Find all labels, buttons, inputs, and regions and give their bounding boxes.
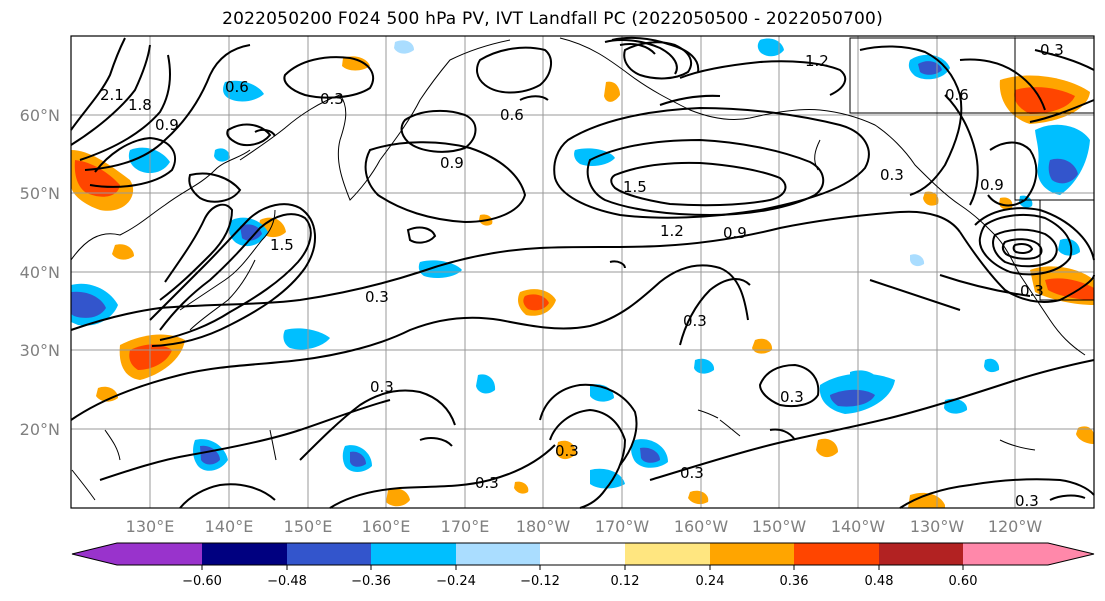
contour-label: 0.6 [945,86,969,104]
contour-label: 0.9 [723,224,747,242]
pv-contours [70,36,1095,509]
lat-label: 20°N [20,420,60,439]
lon-label: 170°W [595,517,650,536]
contour-label: 1.8 [128,96,152,114]
map-title: 2022050200 F024 500 hPa PV, IVT Landfall… [222,9,883,29]
contour-label: 0.3 [1015,492,1039,510]
negative-anomaly-shading [71,38,1090,489]
contour-label: 0.3 [365,288,389,306]
contour-label: 0.9 [440,154,464,172]
lon-label: 130°W [910,517,965,536]
contour-label-group: 0.3 0.3 0.3 0.3 0.3 0.3 0.3 0.3 0.3 0.3 … [100,41,1064,510]
lon-label: 120°W [988,517,1043,536]
colorbar-cell [540,543,625,565]
colorbar-tick-label: 0.24 [696,574,725,589]
lon-label: 170°E [441,517,490,536]
colorbar-cell [202,543,287,565]
contour-label: 0.3 [1040,41,1064,59]
contour-label: 0.3 [475,474,499,492]
colorbar-cell [371,543,456,565]
colorbar-tick-label: 0.12 [611,574,640,589]
lon-label: 160°W [674,517,729,536]
lon-label: 140°W [831,517,886,536]
colorbar-cell [625,543,710,565]
colorbar-outline [71,542,1095,566]
colorbar-tick-label: −0.12 [520,574,560,589]
contour-label: 1.5 [270,236,294,254]
contour-label: 0.3 [880,166,904,184]
colorbar-tick-label: 0.36 [780,574,809,589]
longitude-labels: 130°E 140°E 150°E 160°E 170°E 180°W 170°… [126,517,1043,536]
colorbar: −0.60 −0.48 −0.36 −0.24 −0.12 0.12 0.24 … [71,542,1095,589]
contour-label: 0.3 [555,442,579,460]
colorbar-tick-label: 0.48 [865,574,894,589]
colorbar-tick-label: −0.48 [267,574,307,589]
lat-label: 60°N [20,106,60,125]
lon-label: 160°E [362,517,411,536]
lat-label: 30°N [20,341,60,360]
contour-label: 0.6 [500,106,524,124]
contour-label: 0.3 [683,312,707,330]
contour-label: 1.2 [660,222,684,240]
contour-label: 1.2 [805,52,829,70]
coastlines [70,37,1086,501]
lat-label: 40°N [20,263,60,282]
colorbar-cell [963,543,1048,565]
colorbar-tick-label: −0.60 [182,574,222,589]
colorbar-tick-label: 0.60 [949,574,978,589]
latitude-labels: 60°N 50°N 40°N 30°N 20°N [20,106,60,439]
contour-label: 0.9 [980,176,1004,194]
lon-label: 140°E [205,517,254,536]
contour-label: 0.6 [225,78,249,96]
colorbar-tick-label: −0.24 [436,574,476,589]
lon-label: 150°E [284,517,333,536]
lon-label: 180°W [516,517,571,536]
contour-label: 1.5 [623,178,647,196]
contour-label: 2.1 [100,86,124,104]
contour-label: 0.3 [780,388,804,406]
colorbar-cell [72,543,117,565]
contour-label: 0.3 [320,90,344,108]
colorbar-cell [710,543,794,565]
colorbar-cell [794,543,879,565]
lon-label: 150°W [752,517,807,536]
lon-label: 130°E [126,517,175,536]
colorbar-cell [117,543,202,565]
contour-label: 0.9 [155,116,179,134]
colorbar-cell [456,543,540,565]
map-frame [70,35,1095,509]
contour-label: 0.3 [370,378,394,396]
lat-label: 50°N [20,184,60,203]
contour-label: 0.3 [680,464,704,482]
colorbar-cell [879,543,963,565]
colorbar-tick-label: −0.36 [351,574,391,589]
colorbar-cell [287,543,371,565]
contour-label: 0.3 [1020,282,1044,300]
colorbar-cell [1048,543,1094,565]
